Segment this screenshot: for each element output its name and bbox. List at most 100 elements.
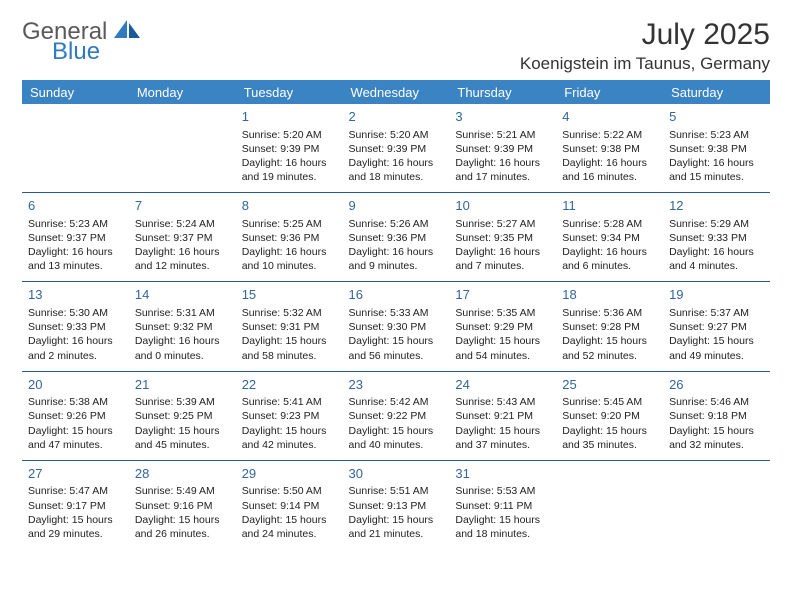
day-number: 8	[242, 197, 337, 215]
day-number: 12	[669, 197, 764, 215]
calendar-day-cell: 11Sunrise: 5:28 AMSunset: 9:34 PMDayligh…	[556, 193, 663, 282]
calendar-week-row: 13Sunrise: 5:30 AMSunset: 9:33 PMDayligh…	[22, 282, 770, 371]
calendar-day-cell: 23Sunrise: 5:42 AMSunset: 9:22 PMDayligh…	[343, 371, 450, 460]
sunrise-line: Sunrise: 5:20 AM	[349, 128, 444, 142]
calendar-day-cell: 24Sunrise: 5:43 AMSunset: 9:21 PMDayligh…	[449, 371, 556, 460]
sunset-line: Sunset: 9:21 PM	[455, 409, 550, 423]
daylight-line: Daylight: 16 hours and 4 minutes.	[669, 245, 764, 273]
calendar-day-cell: 18Sunrise: 5:36 AMSunset: 9:28 PMDayligh…	[556, 282, 663, 371]
day-number: 29	[242, 465, 337, 483]
sunset-line: Sunset: 9:38 PM	[562, 142, 657, 156]
sail-icon	[114, 20, 142, 45]
sunset-line: Sunset: 9:33 PM	[669, 231, 764, 245]
daylight-line: Daylight: 16 hours and 2 minutes.	[28, 334, 123, 362]
daylight-line: Daylight: 16 hours and 17 minutes.	[455, 156, 550, 184]
daylight-line: Daylight: 16 hours and 6 minutes.	[562, 245, 657, 273]
sunrise-line: Sunrise: 5:25 AM	[242, 217, 337, 231]
sunrise-line: Sunrise: 5:24 AM	[135, 217, 230, 231]
calendar-day-cell: 15Sunrise: 5:32 AMSunset: 9:31 PMDayligh…	[236, 282, 343, 371]
daylight-line: Daylight: 16 hours and 18 minutes.	[349, 156, 444, 184]
calendar-empty-cell	[663, 460, 770, 549]
calendar-day-cell: 22Sunrise: 5:41 AMSunset: 9:23 PMDayligh…	[236, 371, 343, 460]
calendar-day-cell: 28Sunrise: 5:49 AMSunset: 9:16 PMDayligh…	[129, 460, 236, 549]
daylight-line: Daylight: 16 hours and 7 minutes.	[455, 245, 550, 273]
daylight-line: Daylight: 16 hours and 16 minutes.	[562, 156, 657, 184]
daylight-line: Daylight: 15 hours and 56 minutes.	[349, 334, 444, 362]
location: Koenigstein im Taunus, Germany	[520, 54, 770, 74]
daylight-line: Daylight: 15 hours and 32 minutes.	[669, 424, 764, 452]
calendar-day-cell: 2Sunrise: 5:20 AMSunset: 9:39 PMDaylight…	[343, 104, 450, 193]
calendar-day-cell: 27Sunrise: 5:47 AMSunset: 9:17 PMDayligh…	[22, 460, 129, 549]
weekday-header: Thursday	[449, 81, 556, 105]
calendar-header-row: SundayMondayTuesdayWednesdayThursdayFrid…	[22, 81, 770, 105]
sunset-line: Sunset: 9:18 PM	[669, 409, 764, 423]
daylight-line: Daylight: 15 hours and 26 minutes.	[135, 513, 230, 541]
day-number: 15	[242, 286, 337, 304]
sunrise-line: Sunrise: 5:53 AM	[455, 484, 550, 498]
sunset-line: Sunset: 9:36 PM	[349, 231, 444, 245]
sunset-line: Sunset: 9:25 PM	[135, 409, 230, 423]
calendar-day-cell: 13Sunrise: 5:30 AMSunset: 9:33 PMDayligh…	[22, 282, 129, 371]
calendar-week-row: 27Sunrise: 5:47 AMSunset: 9:17 PMDayligh…	[22, 460, 770, 549]
sunset-line: Sunset: 9:30 PM	[349, 320, 444, 334]
daylight-line: Daylight: 15 hours and 21 minutes.	[349, 513, 444, 541]
sunset-line: Sunset: 9:36 PM	[242, 231, 337, 245]
daylight-line: Daylight: 15 hours and 52 minutes.	[562, 334, 657, 362]
day-number: 5	[669, 108, 764, 126]
calendar-day-cell: 19Sunrise: 5:37 AMSunset: 9:27 PMDayligh…	[663, 282, 770, 371]
calendar-day-cell: 29Sunrise: 5:50 AMSunset: 9:14 PMDayligh…	[236, 460, 343, 549]
daylight-line: Daylight: 16 hours and 9 minutes.	[349, 245, 444, 273]
daylight-line: Daylight: 15 hours and 47 minutes.	[28, 424, 123, 452]
sunrise-line: Sunrise: 5:50 AM	[242, 484, 337, 498]
weekday-header: Friday	[556, 81, 663, 105]
weekday-header: Monday	[129, 81, 236, 105]
sunrise-line: Sunrise: 5:51 AM	[349, 484, 444, 498]
weekday-header: Sunday	[22, 81, 129, 105]
day-number: 24	[455, 376, 550, 394]
daylight-line: Daylight: 15 hours and 45 minutes.	[135, 424, 230, 452]
sunrise-line: Sunrise: 5:30 AM	[28, 306, 123, 320]
sunset-line: Sunset: 9:34 PM	[562, 231, 657, 245]
calendar-week-row: 6Sunrise: 5:23 AMSunset: 9:37 PMDaylight…	[22, 193, 770, 282]
calendar-day-cell: 4Sunrise: 5:22 AMSunset: 9:38 PMDaylight…	[556, 104, 663, 193]
daylight-line: Daylight: 15 hours and 24 minutes.	[242, 513, 337, 541]
day-number: 10	[455, 197, 550, 215]
daylight-line: Daylight: 16 hours and 15 minutes.	[669, 156, 764, 184]
sunset-line: Sunset: 9:37 PM	[135, 231, 230, 245]
day-number: 25	[562, 376, 657, 394]
sunrise-line: Sunrise: 5:46 AM	[669, 395, 764, 409]
sunset-line: Sunset: 9:13 PM	[349, 499, 444, 513]
calendar-day-cell: 8Sunrise: 5:25 AMSunset: 9:36 PMDaylight…	[236, 193, 343, 282]
calendar-day-cell: 9Sunrise: 5:26 AMSunset: 9:36 PMDaylight…	[343, 193, 450, 282]
calendar-week-row: 20Sunrise: 5:38 AMSunset: 9:26 PMDayligh…	[22, 371, 770, 460]
day-number: 11	[562, 197, 657, 215]
sunset-line: Sunset: 9:39 PM	[242, 142, 337, 156]
day-number: 31	[455, 465, 550, 483]
sunrise-line: Sunrise: 5:43 AM	[455, 395, 550, 409]
sunrise-line: Sunrise: 5:31 AM	[135, 306, 230, 320]
sunrise-line: Sunrise: 5:39 AM	[135, 395, 230, 409]
calendar-empty-cell	[129, 104, 236, 193]
sunrise-line: Sunrise: 5:36 AM	[562, 306, 657, 320]
calendar-empty-cell	[22, 104, 129, 193]
calendar-table: SundayMondayTuesdayWednesdayThursdayFrid…	[22, 80, 770, 549]
calendar-empty-cell	[556, 460, 663, 549]
sunset-line: Sunset: 9:27 PM	[669, 320, 764, 334]
day-number: 22	[242, 376, 337, 394]
calendar-day-cell: 26Sunrise: 5:46 AMSunset: 9:18 PMDayligh…	[663, 371, 770, 460]
calendar-day-cell: 25Sunrise: 5:45 AMSunset: 9:20 PMDayligh…	[556, 371, 663, 460]
day-number: 30	[349, 465, 444, 483]
sunrise-line: Sunrise: 5:27 AM	[455, 217, 550, 231]
daylight-line: Daylight: 15 hours and 37 minutes.	[455, 424, 550, 452]
sunset-line: Sunset: 9:29 PM	[455, 320, 550, 334]
day-number: 28	[135, 465, 230, 483]
sunrise-line: Sunrise: 5:23 AM	[669, 128, 764, 142]
sunrise-line: Sunrise: 5:49 AM	[135, 484, 230, 498]
sunset-line: Sunset: 9:16 PM	[135, 499, 230, 513]
day-number: 16	[349, 286, 444, 304]
calendar-day-cell: 10Sunrise: 5:27 AMSunset: 9:35 PMDayligh…	[449, 193, 556, 282]
sunset-line: Sunset: 9:20 PM	[562, 409, 657, 423]
day-number: 1	[242, 108, 337, 126]
day-number: 7	[135, 197, 230, 215]
daylight-line: Daylight: 15 hours and 40 minutes.	[349, 424, 444, 452]
